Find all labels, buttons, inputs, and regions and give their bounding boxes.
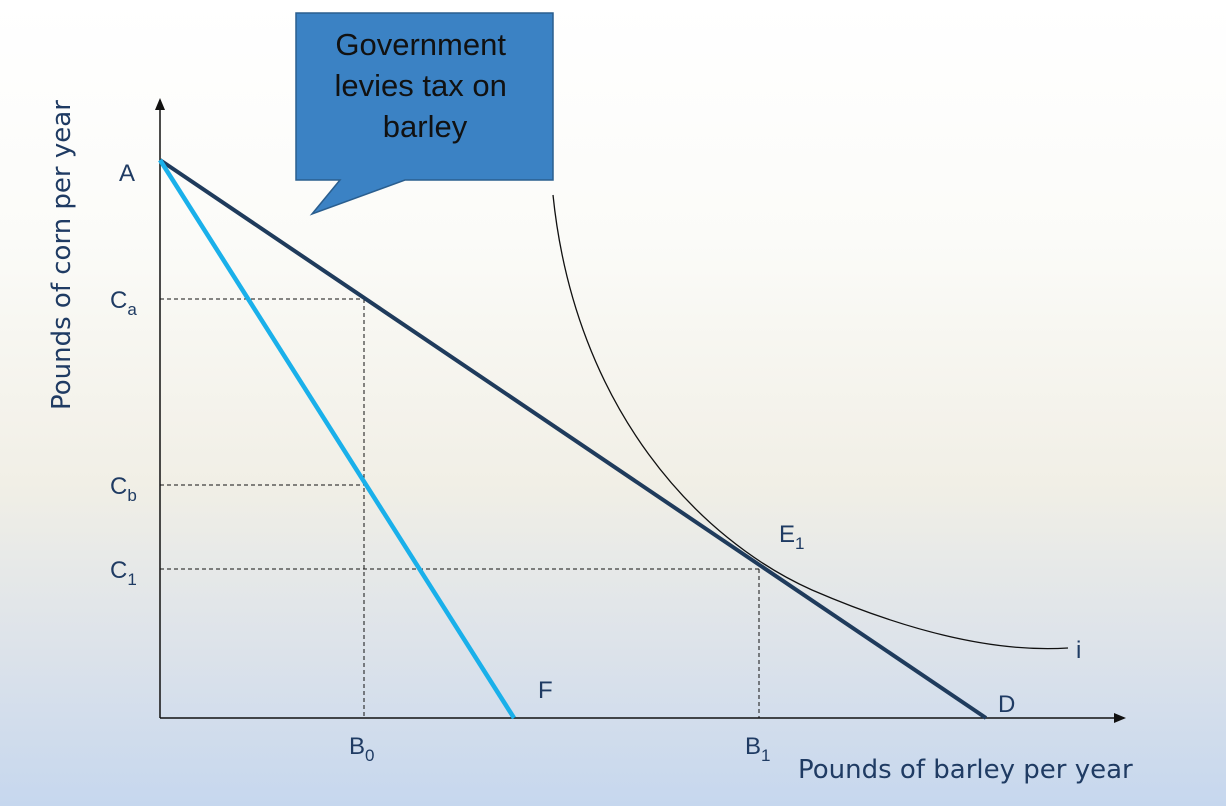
budget-line-original bbox=[158, 158, 988, 720]
callout-shape bbox=[295, 12, 554, 216]
label-e1: E1 bbox=[779, 521, 804, 553]
label-i: i bbox=[1076, 637, 1081, 664]
tick-b1-base: B bbox=[745, 733, 761, 760]
tick-b0: B0 bbox=[349, 733, 374, 765]
tick-c1: C1 bbox=[110, 557, 137, 589]
x-axis-title: Pounds of barley per year bbox=[798, 755, 1133, 785]
y-axis-title: Pounds of corn per year bbox=[47, 100, 77, 410]
callout: Government levies tax on barley bbox=[295, 12, 554, 216]
indifference-curve bbox=[552, 194, 1069, 650]
tick-c1-base: C bbox=[110, 557, 127, 584]
label-e1-sub: 1 bbox=[795, 534, 804, 553]
label-d: D bbox=[998, 691, 1015, 718]
tick-b0-sub: 0 bbox=[365, 746, 374, 765]
callout-text: Government levies tax on barley bbox=[335, 27, 516, 144]
label-a: A bbox=[119, 160, 135, 187]
tick-cb: Cb bbox=[110, 473, 137, 505]
tick-cb-base: C bbox=[110, 473, 127, 500]
tick-b1: B1 bbox=[745, 733, 770, 765]
tick-cb-sub: b bbox=[127, 486, 136, 505]
callout-line-1: Government bbox=[335, 27, 506, 62]
label-e1-base: E bbox=[779, 521, 795, 548]
callout-line-3: barley bbox=[383, 109, 468, 144]
label-f: F bbox=[538, 677, 553, 704]
tick-c1-sub: 1 bbox=[127, 570, 136, 589]
tick-b1-sub: 1 bbox=[761, 746, 770, 765]
callout-line-2: levies tax on bbox=[335, 68, 507, 103]
guide-lines bbox=[160, 298, 760, 718]
budget-line-taxed bbox=[158, 158, 516, 720]
tick-b0-base: B bbox=[349, 733, 365, 760]
tick-ca: Ca bbox=[110, 287, 137, 319]
tick-ca-sub: a bbox=[127, 300, 137, 319]
tick-ca-base: C bbox=[110, 287, 127, 314]
